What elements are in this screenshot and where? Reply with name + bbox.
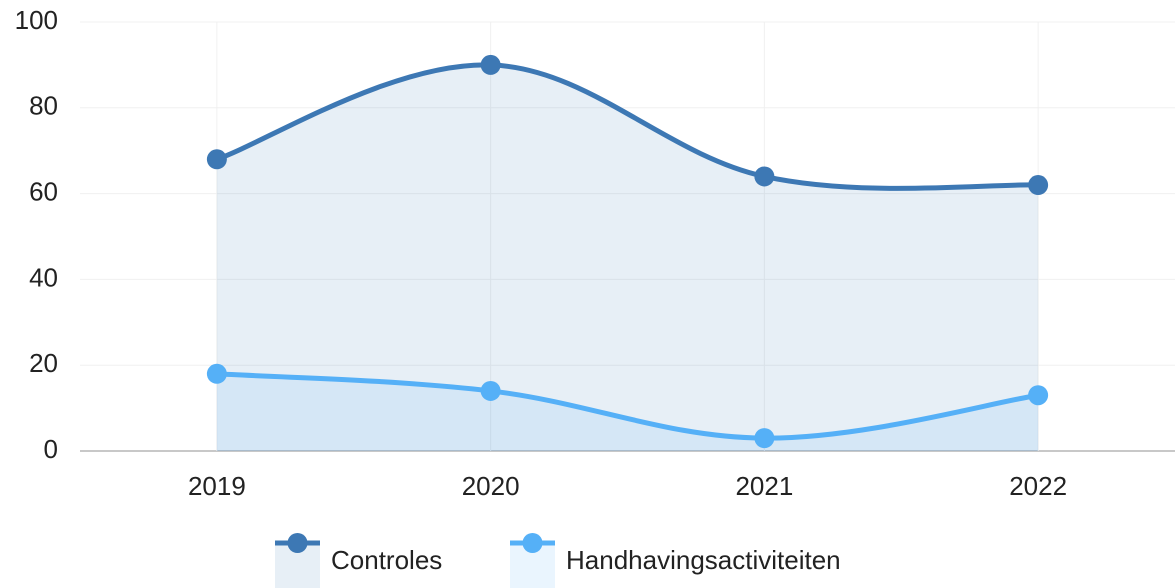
legend-marker (287, 533, 308, 553)
y-tick-label: 20 (29, 348, 58, 378)
marker (1028, 385, 1049, 406)
line (216, 62, 1039, 191)
x-tick-label: 2022 (1009, 471, 1067, 501)
x-tick-label: 2021 (735, 471, 793, 501)
marker (206, 363, 227, 384)
marker (480, 380, 501, 401)
legend-label: Handhavingsactiviteiten (566, 545, 841, 575)
x-tick-label: 2019 (188, 471, 246, 501)
marker (206, 149, 227, 170)
area (216, 373, 1039, 451)
marker (1028, 175, 1049, 196)
marker (754, 428, 775, 449)
x-tick-label: 2020 (462, 471, 520, 501)
grid (80, 21, 1175, 452)
legend-marker (522, 533, 543, 553)
marker (480, 54, 501, 75)
marker (754, 166, 775, 187)
y-tick-label: 40 (29, 262, 58, 292)
y-tick-label: 80 (29, 91, 58, 121)
y-tick-label: 0 (44, 434, 58, 464)
y-tick-label: 100 (15, 5, 58, 35)
y-tick-label: 60 (29, 176, 58, 206)
area (216, 64, 1039, 452)
legend-label: Controles (331, 545, 442, 575)
line (216, 371, 1039, 441)
